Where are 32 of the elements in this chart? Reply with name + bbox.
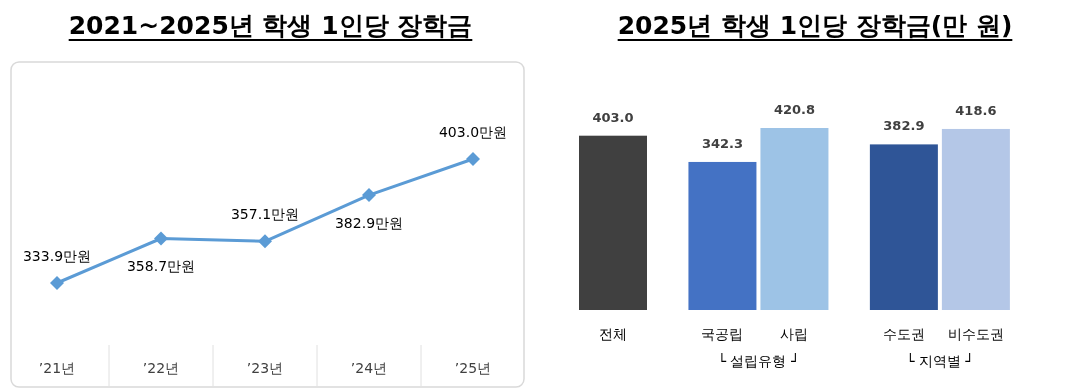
bar — [760, 128, 829, 310]
x-tick-label: 전체 — [599, 326, 627, 342]
point — [258, 234, 272, 249]
chart-title: 2021~2025년 학생 1인당 장학금 — [68, 11, 473, 40]
data-label: 418.6 — [955, 102, 997, 118]
data-label: 333.9만원 — [22, 248, 92, 264]
chart-title: 2025년 학생 1인당 장학금(만 원) — [617, 11, 1013, 40]
text: └ 설립유형 ┘ — [717, 353, 800, 369]
point — [154, 231, 168, 246]
x-tick-label: ’25년 — [454, 360, 492, 376]
bar — [941, 128, 1010, 310]
data-label: 382.9만원 — [334, 215, 404, 232]
data-label: 342.3 — [701, 135, 743, 151]
x-tick-label: ’23년 — [246, 360, 284, 376]
bar — [579, 135, 647, 310]
text: └ 지역별 ┘ — [906, 353, 974, 369]
point — [50, 276, 64, 290]
data-label: 420.8 — [773, 102, 815, 117]
data-label: 382.9 — [883, 118, 925, 134]
x-tick-label: ’24년 — [350, 360, 388, 376]
data-label: 358.7만원 — [126, 258, 196, 275]
x-tick-label: 비수도권 — [947, 326, 1004, 342]
data-label: 357.1만원 — [230, 206, 300, 223]
point — [466, 152, 480, 166]
x-tick-label: ’22년 — [142, 360, 180, 376]
x-tick-label: 사립 — [780, 326, 809, 342]
x-tick-label: 국공립 — [701, 326, 744, 342]
data-label: 403.0 — [592, 109, 634, 125]
x-tick-label: 수도권 — [882, 326, 925, 342]
point — [362, 188, 376, 203]
data-label: 403.0만원 — [438, 124, 508, 140]
x-tick-label: ’21년 — [38, 360, 76, 376]
